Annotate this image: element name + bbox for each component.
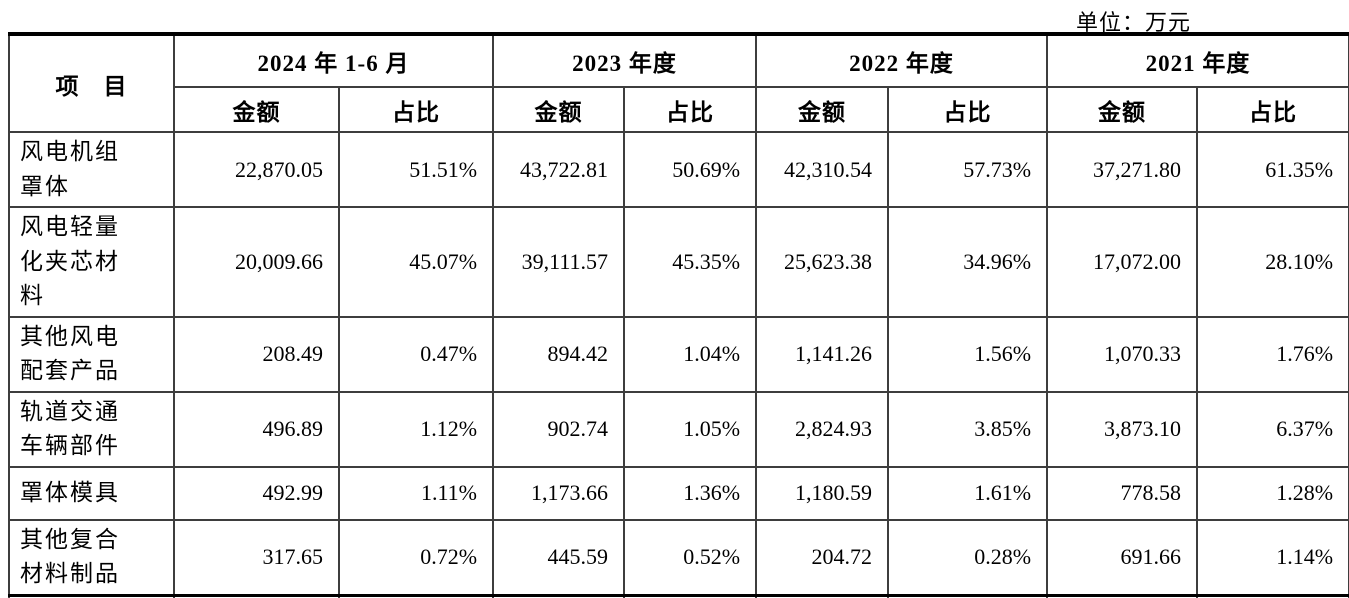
ratio-cell: 1.28% [1196,465,1349,521]
ratio-cell: 1.11% [337,465,495,521]
amount-header-2023: 金额 [492,86,626,133]
amount-cell: 1,173.66 [492,465,626,521]
total-amount-cell: 86,250.80 [492,593,626,598]
ratio-cell: 57.73% [887,131,1049,208]
row-label: 轨道交通车辆部件 [8,390,175,468]
amount-cell: 445.59 [492,518,626,596]
amount-cell: 37,271.80 [1046,131,1199,208]
amount-cell: 902.74 [492,390,626,468]
amount-cell: 1,070.33 [1046,315,1199,393]
total-amount-cell: 60,757.47 [1046,593,1199,598]
amount-cell: 3,873.10 [1046,390,1199,468]
amount-cell: 1,180.59 [755,465,890,521]
ratio-cell: 1.05% [623,390,758,468]
table-row-lightweight-core: 风电轻量化夹芯材料 20,009.66 45.07% 39,111.57 45.… [8,206,1349,318]
ratio-cell: 3.85% [887,390,1049,468]
row-label: 罩体模具 [8,465,175,521]
ratio-header-2022: 占比 [887,86,1049,133]
total-amount-cell: 44,395.73 [173,593,340,598]
ratio-cell: 28.10% [1196,206,1349,318]
revenue-breakdown-table: 项 目 2024 年 1-6 月 2023 年度 2022 年度 2021 年度… [8,32,1349,598]
table-row-total: 合 计 44,395.73 100.00% 86,250.80 100.00% … [8,593,1349,598]
amount-header-2022: 金额 [755,86,890,133]
row-label: 风电机组罩体 [8,131,175,208]
row-label: 风电轻量化夹芯材料 [8,206,175,318]
amount-cell: 496.89 [173,390,340,468]
amount-cell: 20,009.66 [173,206,340,318]
total-ratio-cell: 100.00% [1196,593,1349,598]
table-row-rail-vehicle-parts: 轨道交通车辆部件 496.89 1.12% 902.74 1.05% 2,824… [8,390,1349,468]
ratio-cell: 1.56% [887,315,1049,393]
ratio-cell: 1.36% [623,465,758,521]
amount-cell: 25,623.38 [755,206,890,318]
amount-cell: 492.99 [173,465,340,521]
row-label: 其他风电配套产品 [8,315,175,393]
table-row-other-wind-products: 其他风电配套产品 208.49 0.47% 894.42 1.04% 1,141… [8,315,1349,393]
ratio-cell: 51.51% [337,131,495,208]
total-ratio-cell: 100.00% [337,593,495,598]
amount-cell: 22,870.05 [173,131,340,208]
ratio-cell: 1.12% [337,390,495,468]
amount-cell: 778.58 [1046,465,1199,521]
amount-cell: 17,072.00 [1046,206,1199,318]
unit-label: 单位：万元 [1075,10,1191,35]
amount-header-2021: 金额 [1046,86,1199,133]
amount-cell: 42,310.54 [755,131,890,208]
ratio-cell: 45.35% [623,206,758,318]
amount-cell: 208.49 [173,315,340,393]
table-row-turbine-cover: 风电机组罩体 22,870.05 51.51% 43,722.81 50.69%… [8,131,1349,208]
amount-cell: 691.66 [1046,518,1199,596]
table-row-other-composites: 其他复合材料制品 317.65 0.72% 445.59 0.52% 204.7… [8,518,1349,596]
total-ratio-cell: 100.00% [887,593,1049,598]
amount-cell: 1,141.26 [755,315,890,393]
ratio-header-2023: 占比 [623,86,758,133]
ratio-cell: 1.14% [1196,518,1349,596]
table-row-cover-molds: 罩体模具 492.99 1.11% 1,173.66 1.36% 1,180.5… [8,465,1349,521]
ratio-cell: 1.04% [623,315,758,393]
row-label: 其他复合材料制品 [8,518,175,596]
period-header-2022: 2022 年度 [755,33,1049,88]
ratio-cell: 0.47% [337,315,495,393]
period-header-2023: 2023 年度 [492,33,758,88]
total-label: 合 计 [8,593,175,598]
ratio-cell: 50.69% [623,131,758,208]
period-header-2024: 2024 年 1-6 月 [172,33,495,88]
ratio-cell: 0.28% [887,518,1049,596]
ratio-cell: 0.52% [623,518,758,596]
amount-cell: 43,722.81 [492,131,626,208]
ratio-cell: 1.76% [1196,315,1349,393]
total-ratio-cell: 100.00% [623,593,758,598]
ratio-header-2024: 占比 [337,86,495,133]
ratio-cell: 34.96% [887,206,1049,318]
ratio-cell: 1.61% [887,465,1049,521]
amount-cell: 317.65 [173,518,340,596]
amount-header-2024: 金额 [173,86,340,133]
amount-cell: 894.42 [492,315,626,393]
ratio-cell: 0.72% [337,518,495,596]
ratio-cell: 6.37% [1196,390,1349,468]
amount-cell: 204.72 [755,518,890,596]
period-header-2021: 2021 年度 [1046,33,1349,88]
ratio-cell: 45.07% [337,206,495,318]
amount-cell: 2,824.93 [755,390,890,468]
item-column-header: 项 目 [8,33,175,133]
total-amount-cell: 73,285.41 [755,593,890,598]
amount-cell: 39,111.57 [492,206,626,318]
ratio-header-2021: 占比 [1196,86,1349,133]
ratio-cell: 61.35% [1196,131,1349,208]
